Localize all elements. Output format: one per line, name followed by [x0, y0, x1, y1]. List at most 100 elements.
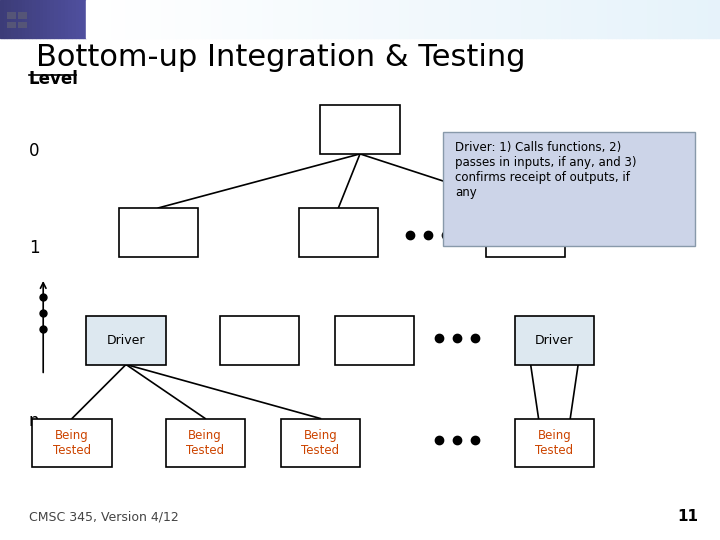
Bar	[421, 0, 425, 38]
Bar	[151, 0, 155, 38]
Bar	[659, 0, 662, 38]
Bar	[515, 0, 518, 38]
FancyBboxPatch shape	[443, 132, 695, 246]
Bar	[234, 0, 238, 38]
Bar	[29, 0, 32, 38]
Bar	[43, 0, 47, 38]
Bar	[162, 0, 166, 38]
FancyBboxPatch shape	[119, 208, 198, 256]
Bar	[130, 0, 133, 38]
FancyBboxPatch shape	[32, 418, 112, 467]
Bar	[364, 0, 367, 38]
Bar	[382, 0, 385, 38]
Bar	[202, 0, 205, 38]
Bar	[616, 0, 619, 38]
FancyBboxPatch shape	[320, 105, 400, 154]
Bar	[518, 0, 522, 38]
Bar	[709, 0, 713, 38]
Bar	[14, 0, 18, 38]
Bar	[292, 0, 295, 38]
FancyBboxPatch shape	[515, 316, 594, 364]
Bar	[446, 0, 450, 38]
Bar	[155, 0, 158, 38]
Bar	[414, 0, 418, 38]
FancyBboxPatch shape	[220, 316, 299, 364]
Bar	[587, 0, 590, 38]
Bar	[241, 0, 245, 38]
Bar	[533, 0, 536, 38]
Bar	[86, 0, 90, 38]
Bar	[198, 0, 202, 38]
Bar	[295, 0, 299, 38]
FancyBboxPatch shape	[486, 208, 565, 256]
Bar	[259, 0, 263, 38]
FancyBboxPatch shape	[7, 22, 16, 28]
Bar	[457, 0, 461, 38]
Bar	[677, 0, 680, 38]
Bar	[432, 0, 436, 38]
Text: 0: 0	[29, 142, 40, 160]
Bar	[306, 0, 310, 38]
Bar	[166, 0, 169, 38]
Bar	[644, 0, 648, 38]
Bar	[551, 0, 554, 38]
Bar	[418, 0, 421, 38]
Bar	[148, 0, 151, 38]
Bar	[529, 0, 533, 38]
Bar	[454, 0, 457, 38]
Bar	[601, 0, 605, 38]
Bar	[331, 0, 335, 38]
Text: CMSC 345, Version 4/12: CMSC 345, Version 4/12	[29, 511, 179, 524]
Bar	[11, 0, 14, 38]
FancyBboxPatch shape	[299, 208, 378, 256]
Bar	[472, 0, 475, 38]
Bar	[666, 0, 670, 38]
Text: Being
Tested: Being Tested	[536, 429, 573, 457]
Bar	[94, 0, 97, 38]
Bar	[313, 0, 317, 38]
Bar	[194, 0, 198, 38]
Bar	[277, 0, 281, 38]
Bar	[583, 0, 587, 38]
Bar	[400, 0, 403, 38]
Bar	[612, 0, 616, 38]
Bar	[673, 0, 677, 38]
Bar	[245, 0, 248, 38]
Bar	[270, 0, 274, 38]
Bar	[22, 0, 25, 38]
Bar	[263, 0, 266, 38]
Bar	[598, 0, 601, 38]
Text: n: n	[29, 412, 40, 430]
FancyBboxPatch shape	[18, 12, 27, 19]
Bar	[371, 0, 374, 38]
Bar	[562, 0, 565, 38]
Bar	[511, 0, 515, 38]
Bar	[407, 0, 410, 38]
Bar	[544, 0, 547, 38]
Text: 1: 1	[29, 239, 40, 258]
Bar	[540, 0, 544, 38]
Bar	[504, 0, 508, 38]
Bar	[536, 0, 540, 38]
Bar	[497, 0, 500, 38]
Bar	[695, 0, 698, 38]
Bar	[608, 0, 612, 38]
Text: Level: Level	[29, 70, 78, 88]
Bar	[580, 0, 583, 38]
Bar	[425, 0, 428, 38]
Bar	[36, 0, 40, 38]
Bar	[238, 0, 241, 38]
Bar	[119, 0, 122, 38]
Bar	[479, 0, 482, 38]
Bar	[126, 0, 130, 38]
Bar	[90, 0, 94, 38]
Bar	[475, 0, 479, 38]
Bar	[410, 0, 414, 38]
Text: Bottom-up Integration & Testing: Bottom-up Integration & Testing	[36, 43, 526, 72]
Bar	[184, 0, 187, 38]
Bar	[396, 0, 400, 38]
Bar	[223, 0, 227, 38]
FancyBboxPatch shape	[166, 418, 245, 467]
Bar	[576, 0, 580, 38]
Bar	[310, 0, 313, 38]
